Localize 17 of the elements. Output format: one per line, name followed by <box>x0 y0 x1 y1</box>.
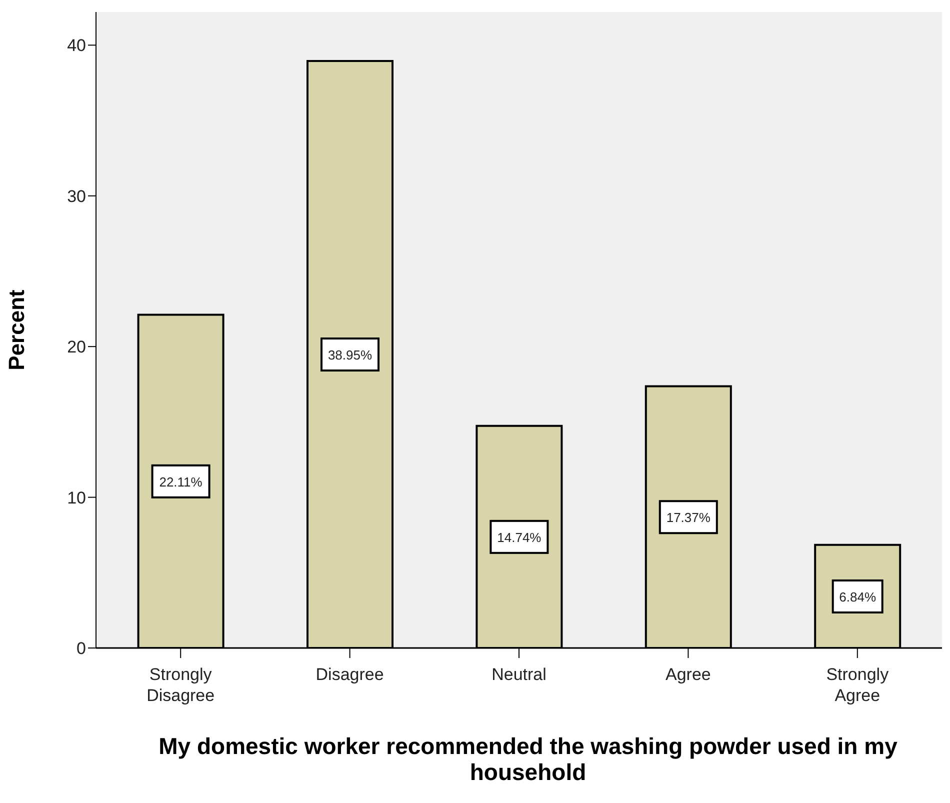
x-tick-label: Disagree <box>316 665 384 684</box>
data-label: 22.11% <box>159 474 203 490</box>
y-tick-label: 30 <box>67 186 86 206</box>
x-tick-label: Agree <box>666 665 711 684</box>
y-axis-title: Percent <box>4 288 29 370</box>
data-label: 17.37% <box>666 510 711 526</box>
data-label: 38.95% <box>328 347 372 362</box>
x-tick-label: Strongly Disagree <box>146 665 215 705</box>
x-axis-title: My domestic worker recommended the washing powder used in my household <box>158 733 898 785</box>
data-label: 6.84% <box>839 589 876 604</box>
y-tick-label: 10 <box>67 488 86 508</box>
x-tick-label: Neutral <box>492 665 546 684</box>
y-tick-label: 40 <box>67 36 86 56</box>
data-label: 14.74% <box>497 530 542 545</box>
x-tick-label: Strongly Agree <box>826 665 890 705</box>
y-tick-label: 0 <box>76 639 86 658</box>
y-tick-label: 20 <box>67 338 86 357</box>
